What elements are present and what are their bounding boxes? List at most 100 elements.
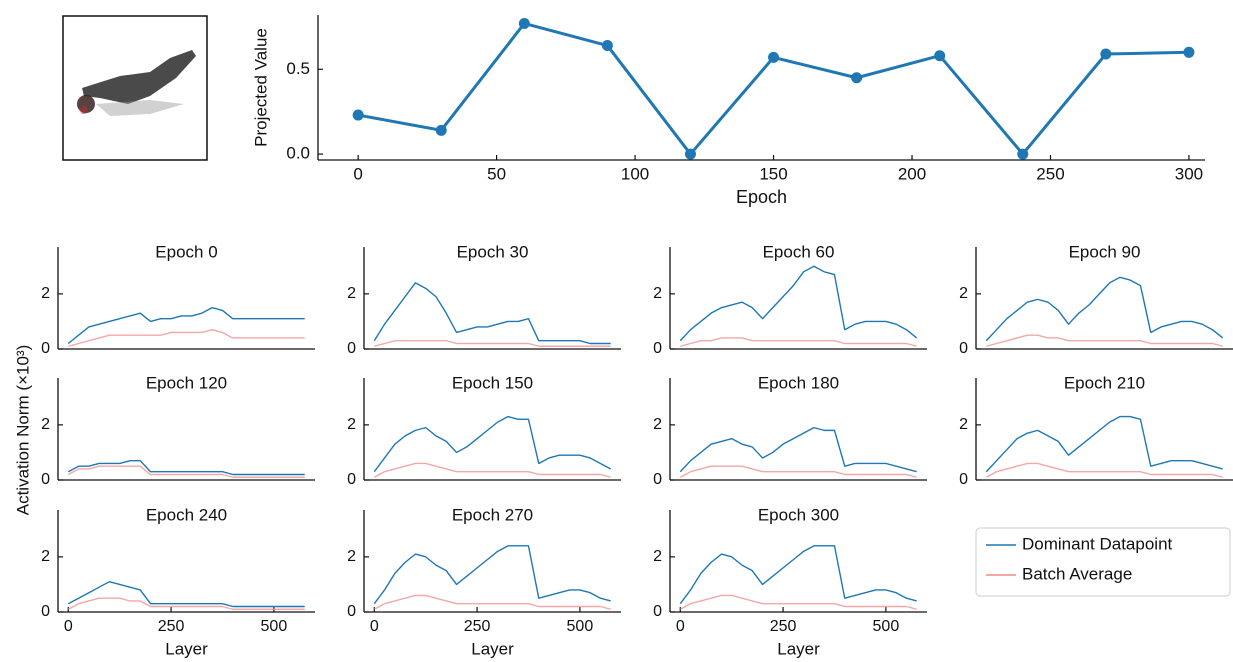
series-line bbox=[373, 545, 611, 605]
series-line bbox=[68, 329, 305, 347]
series-line bbox=[679, 265, 918, 342]
chart: 0 2 Epoch 30 bbox=[347, 242, 621, 357]
x-axis-label: Layer bbox=[165, 639, 208, 658]
x-tick-label: 50 bbox=[487, 164, 506, 183]
series-line bbox=[373, 594, 611, 610]
panel-title: Epoch 210 bbox=[1064, 373, 1145, 392]
y-tick-label: 2 bbox=[959, 285, 968, 302]
series-line bbox=[67, 465, 305, 478]
chart: 0 2 Epoch 150 bbox=[347, 373, 621, 488]
series-line bbox=[67, 460, 305, 476]
series-line bbox=[67, 306, 305, 345]
chart: 0.0 0.5 0 50 100 150 200 250 300 Epoch Projected V… bbox=[251, 15, 1205, 207]
y-tick-label: 0 bbox=[653, 340, 662, 357]
series-line bbox=[679, 545, 917, 605]
legend: Dominant Datapoint Batch Average bbox=[975, 527, 1231, 597]
x-tick-label: 250 bbox=[464, 618, 491, 635]
series-line bbox=[373, 282, 611, 345]
series-line bbox=[986, 334, 1223, 347]
point bbox=[1100, 48, 1112, 60]
x-tick-label: 500 bbox=[261, 618, 288, 635]
chart: 0 2 Epoch 180 bbox=[653, 373, 927, 488]
series-line bbox=[985, 415, 1223, 473]
y-tick-label: 2 bbox=[41, 548, 50, 565]
panel-title: Epoch 180 bbox=[758, 373, 839, 392]
x-tick-label: 0 bbox=[353, 164, 362, 183]
x-axis-label: Layer bbox=[777, 639, 820, 658]
chart: 0 2 Epoch 60 bbox=[653, 242, 927, 357]
x-tick-label: 0 bbox=[370, 618, 379, 635]
y-axis-label: Projected Value bbox=[251, 28, 270, 147]
legend-label: Dominant Datapoint bbox=[1022, 534, 1173, 553]
y-tick-label: 0 bbox=[41, 340, 50, 357]
panel-title: Epoch 300 bbox=[758, 505, 839, 524]
chart: 0 2 Epoch 210 bbox=[959, 373, 1233, 488]
legend-label: Batch Average bbox=[1022, 564, 1132, 583]
y-tick-label: 0 bbox=[41, 603, 50, 620]
x-tick-label: 250 bbox=[770, 618, 797, 635]
y-tick-label: 0 bbox=[347, 340, 356, 357]
panel-title: Epoch 90 bbox=[1069, 242, 1141, 261]
image-shape bbox=[82, 50, 196, 104]
y-tick-label: 2 bbox=[959, 416, 968, 433]
chart: 0 2 Epoch 90 bbox=[959, 242, 1233, 357]
x-axis-label: Layer bbox=[471, 639, 514, 658]
shared-y-label: Activation Norm (×10³) bbox=[13, 345, 32, 516]
series-line bbox=[67, 580, 305, 608]
panel-title: Epoch 0 bbox=[155, 242, 217, 261]
series-line bbox=[374, 340, 611, 347]
x-tick-label: 100 bbox=[621, 164, 649, 183]
series-line bbox=[679, 426, 917, 473]
panel-title: Epoch 270 bbox=[452, 505, 533, 524]
x-tick-label: 200 bbox=[898, 164, 926, 183]
point bbox=[934, 50, 946, 62]
y-tick-label: 0 bbox=[653, 603, 662, 620]
chart: 0 2 Epoch 120 bbox=[41, 373, 315, 488]
x-axis-label: Epoch bbox=[736, 187, 787, 207]
series-line bbox=[357, 21, 1189, 156]
x-tick-label: 300 bbox=[1175, 164, 1203, 183]
y-tick-label: 2 bbox=[653, 285, 662, 302]
x-tick-label: 250 bbox=[158, 618, 185, 635]
point bbox=[768, 51, 780, 63]
y-tick-label: 2 bbox=[41, 285, 50, 302]
x-tick-label: 250 bbox=[1036, 164, 1064, 183]
point bbox=[851, 72, 863, 84]
input-image bbox=[62, 15, 208, 161]
y-tick-label: 2 bbox=[653, 548, 662, 565]
point bbox=[1017, 148, 1029, 160]
y-tick-label: 0 bbox=[959, 340, 968, 357]
series-line bbox=[67, 597, 305, 610]
series-line bbox=[679, 594, 917, 610]
y-tick-label: 0 bbox=[347, 603, 356, 620]
series-line bbox=[985, 276, 1224, 342]
y-tick-label: 2 bbox=[347, 416, 356, 433]
image-blob bbox=[80, 106, 88, 114]
point bbox=[1183, 46, 1195, 58]
x-tick-label: 0 bbox=[676, 618, 685, 635]
panel-title: Epoch 60 bbox=[763, 242, 835, 261]
chart: 0 2 0 250 500 Epoch 300 Layer bbox=[653, 505, 927, 658]
x-tick-label: 150 bbox=[759, 164, 787, 183]
y-tick-label: 2 bbox=[347, 548, 356, 565]
series-line bbox=[985, 462, 1223, 478]
point bbox=[352, 109, 364, 121]
x-tick-label: 500 bbox=[873, 618, 900, 635]
x-tick-label: 0 bbox=[64, 618, 73, 635]
y-tick-label: 0 bbox=[41, 471, 50, 488]
y-tick-label: 0.5 bbox=[286, 59, 310, 78]
point bbox=[518, 17, 530, 29]
series-line bbox=[679, 465, 917, 478]
panel-title: Epoch 240 bbox=[146, 505, 227, 524]
x-tick-label: 500 bbox=[567, 618, 594, 635]
point bbox=[684, 148, 696, 160]
chart: 0 2 Epoch 0 bbox=[41, 242, 315, 357]
y-tick-label: 2 bbox=[41, 416, 50, 433]
chart: 0 2 0 250 500 Epoch 270 Layer bbox=[347, 505, 621, 658]
y-tick-label: 0.0 bbox=[286, 144, 310, 163]
y-tick-label: 2 bbox=[347, 285, 356, 302]
y-tick-label: 0 bbox=[653, 471, 662, 488]
panel-title: Epoch 30 bbox=[457, 242, 529, 261]
panel-title: Epoch 150 bbox=[452, 373, 533, 392]
